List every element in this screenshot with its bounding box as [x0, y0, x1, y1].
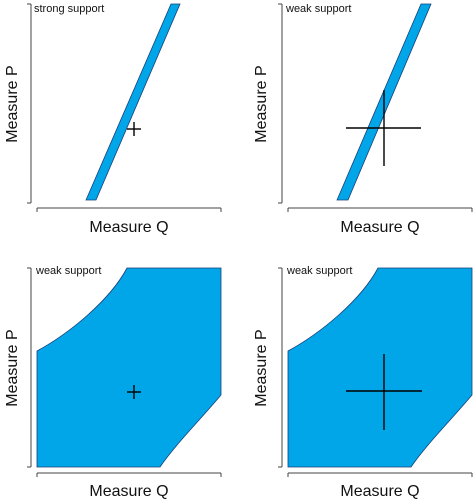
support-band — [85, 3, 181, 201]
support-band — [287, 267, 473, 468]
panel-strong-support: strong support Measure Q Measure P — [4, 3, 222, 236]
panel-weak-support-wide: weak support Measure Q Measure P — [4, 265, 222, 500]
y-axis-label: Measure P — [4, 65, 21, 142]
y-axis-label: Measure P — [4, 329, 21, 406]
panel-weak-support-narrow: weak support Measure Q Measure P — [253, 3, 473, 236]
x-axis-label: Measure Q — [89, 483, 168, 500]
panel-title: weak support — [35, 265, 101, 277]
panel-title: strong support — [34, 3, 104, 15]
y-axis-label: Measure P — [253, 65, 270, 142]
x-axis-label: Measure Q — [340, 483, 419, 500]
x-axis-label: Measure Q — [89, 219, 168, 236]
x-axis-label: Measure Q — [340, 219, 419, 236]
panel-weak-support-wide-large-cross: weak support Measure Q Measure P — [253, 265, 473, 500]
panel-title: weak support — [286, 265, 352, 277]
y-axis-label: Measure P — [253, 329, 270, 406]
support-band — [36, 267, 222, 468]
panel-title: weak support — [285, 3, 351, 15]
